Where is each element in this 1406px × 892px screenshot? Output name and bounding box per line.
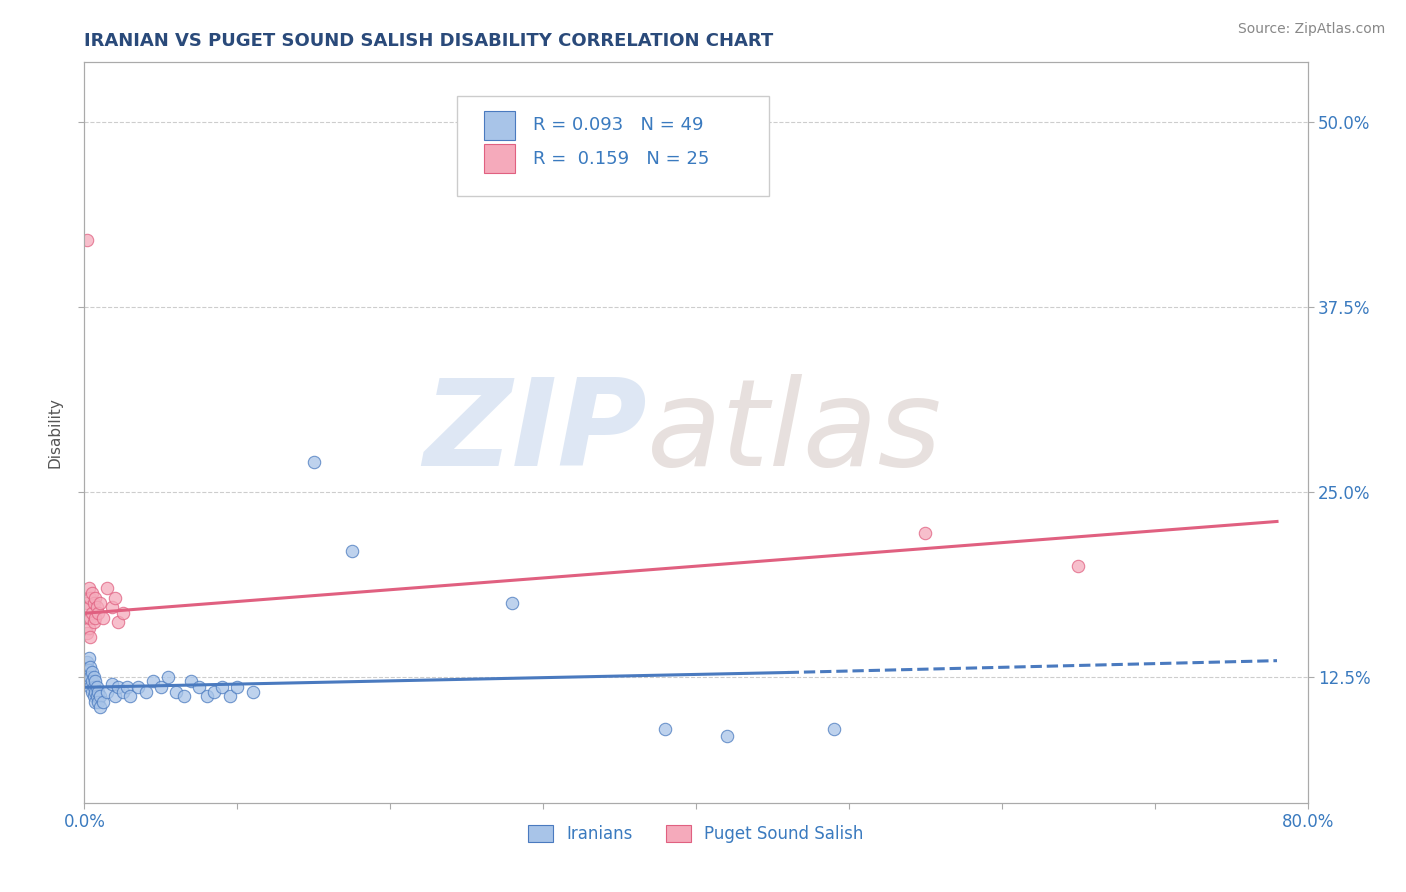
Point	[107, 681, 129, 695]
Point	[188, 681, 211, 695]
Point	[76, 233, 98, 247]
Point	[87, 695, 110, 709]
Point	[79, 681, 101, 695]
Point	[83, 681, 105, 695]
Point	[202, 685, 225, 699]
Point	[211, 681, 233, 695]
Point	[87, 607, 110, 621]
Point	[180, 674, 202, 689]
Point	[157, 670, 180, 684]
Point	[111, 607, 134, 621]
Legend: Iranians, Puget Sound Salish: Iranians, Puget Sound Salish	[522, 819, 870, 850]
Point	[84, 674, 107, 689]
Point	[83, 596, 105, 610]
Point	[226, 681, 249, 695]
Point	[80, 607, 103, 621]
Point	[77, 621, 100, 635]
Point	[76, 665, 98, 680]
Point	[165, 685, 187, 699]
Point	[1067, 558, 1090, 573]
Point	[142, 674, 165, 689]
Point	[120, 689, 142, 703]
FancyBboxPatch shape	[457, 95, 769, 195]
Point	[84, 610, 107, 624]
Point	[84, 685, 107, 699]
Point	[77, 650, 100, 665]
Point	[83, 689, 105, 703]
Point	[127, 681, 149, 695]
Point	[87, 685, 110, 699]
Point	[104, 591, 127, 606]
Point	[84, 695, 107, 709]
Text: atlas: atlas	[647, 374, 942, 491]
Point	[716, 729, 738, 743]
Point	[101, 677, 124, 691]
FancyBboxPatch shape	[484, 144, 515, 173]
Point	[77, 663, 100, 677]
Point	[77, 600, 100, 615]
Point	[80, 585, 103, 599]
Point	[173, 689, 195, 703]
Text: ZIP: ZIP	[423, 374, 647, 491]
Point	[111, 685, 134, 699]
Point	[79, 670, 101, 684]
Point	[96, 685, 118, 699]
Point	[89, 699, 111, 714]
Point	[86, 600, 108, 615]
Point	[89, 689, 111, 703]
Point	[101, 600, 124, 615]
Text: R =  0.159   N = 25: R = 0.159 N = 25	[533, 150, 710, 168]
Point	[76, 625, 98, 640]
Point	[86, 689, 108, 703]
FancyBboxPatch shape	[484, 111, 515, 140]
Y-axis label: Disability: Disability	[48, 397, 63, 468]
Point	[77, 674, 100, 689]
Point	[86, 681, 108, 695]
Text: Source: ZipAtlas.com: Source: ZipAtlas.com	[1237, 22, 1385, 37]
Point	[823, 722, 845, 736]
Point	[80, 685, 103, 699]
Point	[77, 581, 100, 595]
Point	[340, 544, 363, 558]
Point	[76, 655, 98, 669]
Point	[104, 689, 127, 703]
Point	[115, 681, 138, 695]
Point	[914, 526, 936, 541]
Point	[91, 610, 114, 624]
Point	[79, 630, 101, 644]
Point	[502, 596, 524, 610]
Point	[302, 455, 325, 469]
Point	[89, 596, 111, 610]
Point	[83, 670, 105, 684]
Text: IRANIAN VS PUGET SOUND SALISH DISABILITY CORRELATION CHART: IRANIAN VS PUGET SOUND SALISH DISABILITY…	[84, 32, 773, 50]
Point	[76, 610, 98, 624]
Point	[84, 591, 107, 606]
Point	[107, 615, 129, 629]
Point	[242, 685, 264, 699]
Point	[149, 681, 172, 695]
Text: R = 0.093   N = 49: R = 0.093 N = 49	[533, 116, 704, 135]
Point	[80, 665, 103, 680]
Point	[91, 695, 114, 709]
Point	[83, 615, 105, 629]
Point	[654, 722, 676, 736]
Point	[76, 596, 98, 610]
Point	[96, 581, 118, 595]
Point	[79, 659, 101, 673]
Point	[80, 674, 103, 689]
Point	[79, 591, 101, 606]
Point	[79, 610, 101, 624]
Point	[135, 685, 157, 699]
Point	[218, 689, 240, 703]
Point	[195, 689, 218, 703]
